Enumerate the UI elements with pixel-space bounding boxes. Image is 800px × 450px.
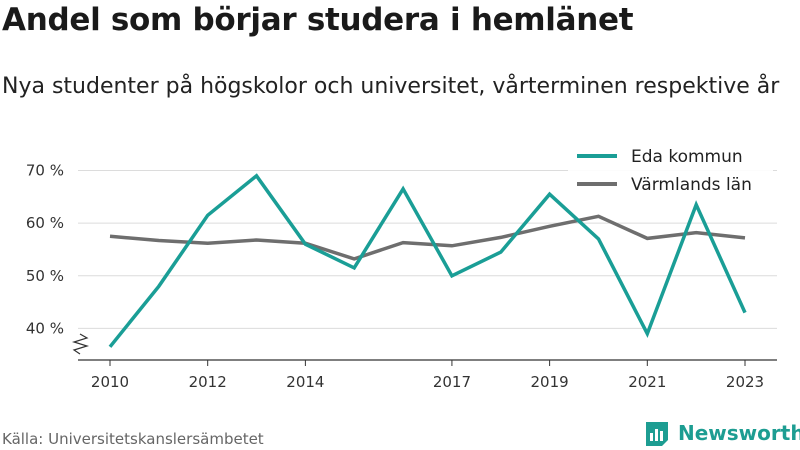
x-tick-label: 2021 [628,373,666,391]
series-line-eda-kommun [108,173,747,348]
legend-background [568,142,773,200]
axis-break-icon [71,333,90,355]
x-tick-label: 2023 [726,373,764,391]
line-chart: 40 % 50 % 60 % 70 % 2010 2012 2014 2017 2019 202… [25,142,777,391]
brand-logo: Newsworthy [644,420,800,446]
x-tick-label: 2017 [433,373,471,391]
y-tick-label: 40 % [26,319,64,337]
x-tick-label: 2012 [189,373,227,391]
y-tick-label: 60 % [26,214,64,232]
legend-label: Värmlands län [631,175,752,195]
series-lines [108,173,747,348]
x-axis [71,333,777,361]
x-axis-ticks: 2010 2012 2014 2017 2019 2021 2023 [91,360,764,391]
y-tick-label: 70 % [26,162,64,180]
legend-label: Eda kommun [631,147,743,167]
series-line-varmlands-lan [109,214,746,261]
x-tick-label: 2010 [91,373,129,391]
legend: Eda kommun Värmlands län [568,142,773,200]
x-tick-label: 2019 [531,373,569,391]
chart-title: Andel som börjar studera i hemlänet [2,2,634,38]
source-note: Källa: Universitetskanslersämbetet [2,430,264,448]
y-tick-label: 50 % [26,267,64,285]
brand-name: Newsworthy [678,421,800,445]
x-tick-label: 2014 [286,373,324,391]
chart-subtitle: Nya studenter på högskolor och universit… [2,74,780,99]
newsworthy-logo-icon [646,422,668,446]
y-axis-ticks: 40 % 50 % 60 % 70 % [26,162,64,338]
